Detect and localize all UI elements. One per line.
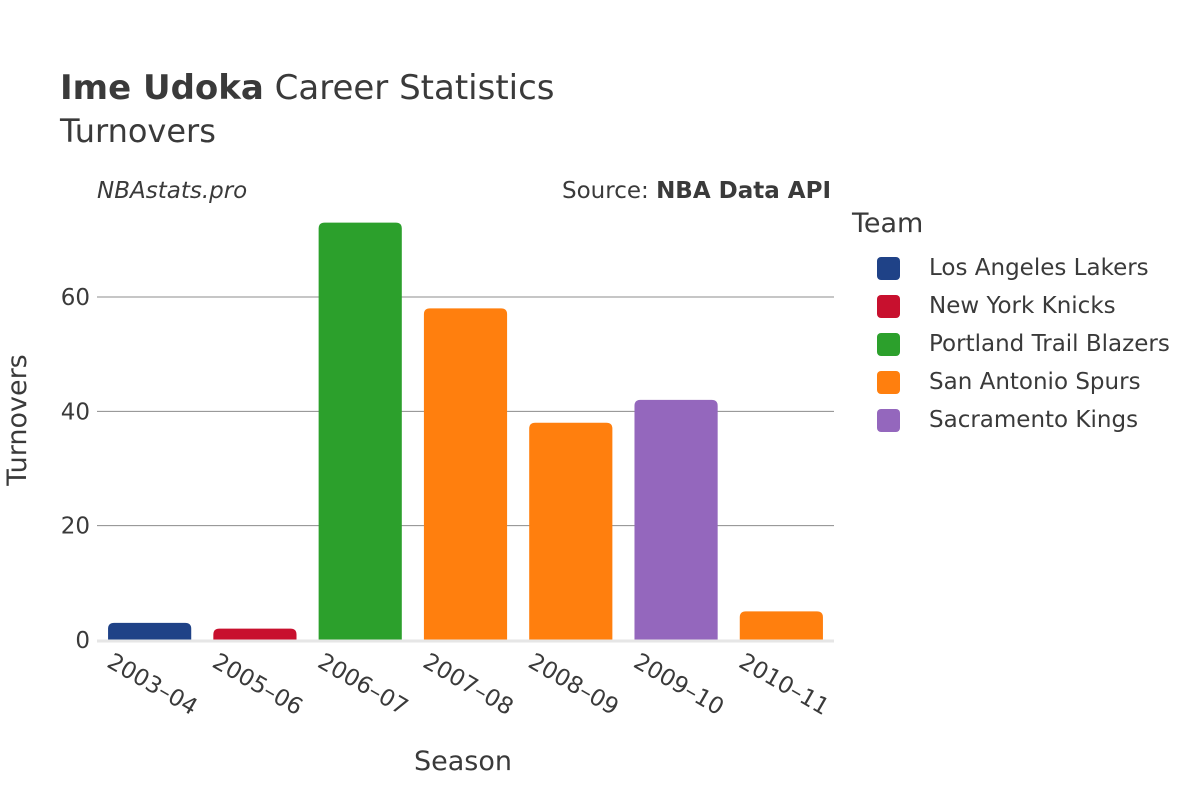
x-axis-title: Season	[414, 746, 512, 777]
legend-title: Team	[852, 208, 924, 239]
chart-title: Ime Udoka Career Statistics	[60, 66, 555, 110]
legend-swatch	[877, 256, 900, 280]
site-credit: NBAstats.pro	[97, 178, 248, 204]
legend-label: Los Angeles Lakers	[929, 255, 1149, 281]
bar	[739, 611, 823, 640]
y-axis-title: Turnovers	[2, 354, 33, 487]
source-prefix: Source:	[562, 178, 657, 204]
legend-label: Sacramento Kings	[929, 407, 1139, 433]
x-tick-label: 2006–07	[313, 649, 412, 721]
y-tick-label: 40	[61, 399, 90, 425]
legend: Team Los Angeles Lakers New York Knicks Po…	[852, 208, 1170, 439]
legend-items: Los Angeles Lakers New York Knicks Portlan…	[852, 249, 1170, 439]
y-tick-label: 0	[75, 628, 90, 654]
legend-item: Portland Trail Blazers	[877, 325, 1170, 363]
x-tick-label: 2003–04	[103, 649, 202, 721]
legend-item: San Antonio Spurs	[877, 363, 1170, 401]
chart-subtitle: Turnovers	[60, 112, 216, 150]
legend-swatch	[877, 294, 900, 318]
bar	[213, 628, 297, 640]
bar	[108, 622, 192, 640]
bar	[318, 222, 402, 640]
player-name: Ime Udoka	[60, 68, 264, 108]
bar	[423, 308, 508, 640]
legend-swatch	[877, 370, 900, 394]
legend-label: New York Knicks	[929, 293, 1116, 319]
bar	[529, 422, 613, 640]
legend-label: San Antonio Spurs	[929, 369, 1141, 395]
x-tick-label: 2007–08	[419, 649, 518, 721]
x-tick-label: 2009–10	[629, 649, 728, 721]
legend-item: New York Knicks	[877, 287, 1170, 325]
source-name: NBA Data API	[656, 178, 831, 204]
title-suffix: Career Statistics	[274, 68, 555, 108]
x-tick-label: 2005–06	[208, 649, 307, 721]
legend-label: Portland Trail Blazers	[929, 331, 1170, 357]
legend-item: Los Angeles Lakers	[877, 249, 1170, 287]
source-note: Source: NBA Data API	[562, 178, 831, 204]
legend-swatch	[877, 408, 900, 432]
y-tick-label: 20	[61, 514, 90, 540]
legend-item: Sacramento Kings	[877, 401, 1170, 439]
legend-swatch	[877, 332, 900, 356]
x-tick-label: 2008–09	[524, 649, 623, 721]
x-tick-label: 2010–11	[734, 649, 833, 721]
y-tick-label: 60	[61, 285, 90, 311]
bar	[634, 399, 718, 640]
